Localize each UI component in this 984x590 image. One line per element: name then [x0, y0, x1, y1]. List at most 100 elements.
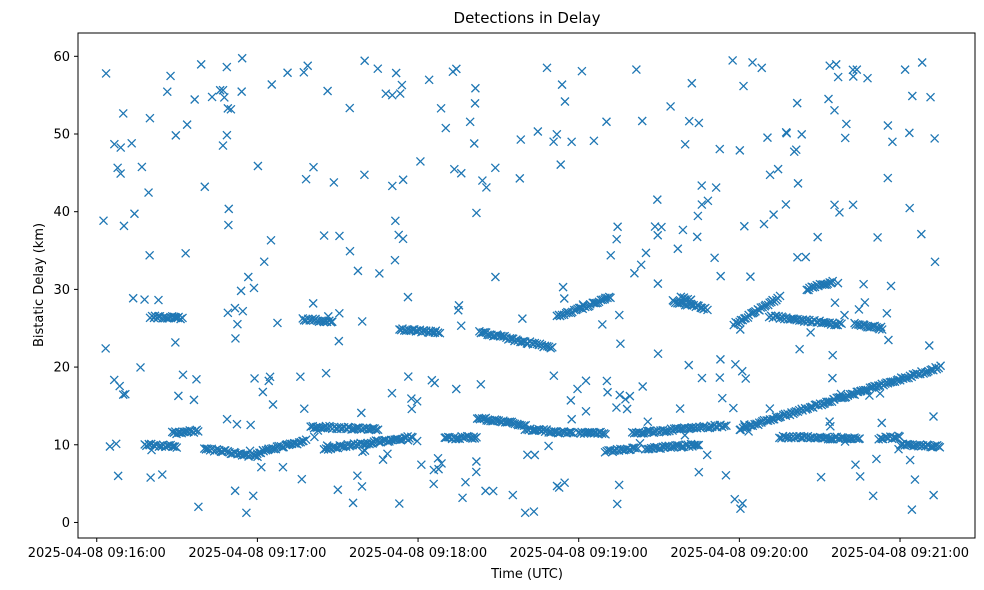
data-point — [859, 279, 869, 289]
data-point — [458, 493, 467, 503]
data-point — [848, 72, 858, 81]
data-point — [559, 294, 569, 303]
data-point — [797, 129, 807, 139]
data-point — [935, 442, 945, 452]
data-point — [929, 490, 939, 500]
data-point — [827, 373, 837, 383]
data-point — [759, 219, 769, 229]
data-point — [907, 91, 917, 101]
data-point — [140, 295, 150, 305]
data-point — [157, 470, 167, 480]
y-tick-label: 50 — [53, 128, 70, 143]
data-point — [716, 271, 726, 281]
data-point — [730, 359, 740, 369]
data-point — [189, 395, 199, 405]
data-point — [224, 204, 234, 214]
data-point — [556, 427, 566, 437]
data-point — [154, 295, 163, 305]
data-point — [614, 310, 624, 320]
data-point — [775, 291, 785, 301]
x-tick-label: 2025-04-08 09:21:00 — [831, 546, 969, 561]
data-point — [702, 450, 712, 460]
data-point — [119, 221, 129, 231]
data-point — [697, 181, 707, 191]
data-point — [697, 373, 707, 383]
data-point — [564, 308, 574, 318]
data-point — [515, 173, 525, 183]
data-point — [101, 68, 111, 78]
data-point — [109, 139, 119, 149]
data-point — [356, 408, 366, 418]
data-point — [266, 235, 276, 245]
data-point — [105, 442, 115, 451]
data-point — [99, 216, 108, 226]
data-point — [630, 443, 640, 453]
data-point — [789, 147, 799, 157]
data-point — [805, 402, 815, 412]
data-point — [887, 137, 897, 147]
data-point — [829, 320, 839, 330]
data-point — [278, 462, 288, 472]
data-point — [765, 170, 775, 180]
data-point — [529, 507, 539, 517]
data-point — [825, 434, 835, 444]
data-point — [916, 229, 926, 239]
data-point — [851, 320, 861, 330]
data-point — [692, 440, 702, 450]
data-point — [223, 308, 233, 318]
data-point — [851, 460, 860, 470]
y-tick-label: 10 — [53, 438, 70, 453]
data-point — [915, 369, 925, 379]
data-point — [680, 139, 690, 149]
data-point — [757, 63, 767, 73]
data-point — [848, 65, 858, 75]
data-point — [851, 434, 861, 444]
data-point — [746, 309, 756, 318]
data-point — [374, 268, 384, 278]
data-point — [238, 306, 248, 316]
data-point — [765, 404, 775, 414]
data-point — [533, 127, 543, 136]
data-point — [230, 303, 240, 313]
data-point — [387, 181, 397, 191]
data-point — [101, 343, 111, 353]
data-point — [567, 137, 577, 147]
data-point — [633, 444, 643, 454]
data-point — [218, 141, 228, 151]
data-point — [565, 427, 575, 437]
data-point — [926, 92, 935, 102]
data-point — [248, 491, 258, 501]
data-point — [868, 491, 878, 501]
data-point — [353, 266, 363, 276]
data-point — [517, 421, 527, 430]
data-point — [373, 64, 383, 74]
data-point — [739, 221, 749, 231]
x-tick-label: 2025-04-08 09:19:00 — [510, 546, 648, 561]
data-point — [637, 428, 647, 438]
data-point — [378, 455, 388, 465]
data-point — [453, 305, 463, 315]
data-point — [436, 103, 446, 113]
data-point — [602, 117, 611, 127]
data-point — [309, 423, 319, 433]
data-point — [517, 314, 527, 324]
data-point — [828, 276, 838, 286]
data-point — [615, 390, 625, 400]
data-point — [333, 485, 343, 495]
data-point — [596, 295, 606, 305]
data-point — [403, 372, 413, 382]
data-point — [886, 281, 896, 291]
data-point — [226, 104, 236, 114]
data-point — [653, 349, 663, 359]
x-axis-ticks: 2025-04-08 09:16:00 2025-04-08 09:17:00 20… — [28, 538, 969, 561]
data-point — [222, 414, 232, 424]
data-point — [853, 387, 863, 397]
data-point — [841, 119, 851, 129]
data-point — [477, 176, 487, 186]
data-point — [309, 432, 319, 442]
data-point — [230, 334, 240, 343]
data-point — [883, 121, 893, 130]
data-point — [924, 341, 934, 350]
data-point — [345, 103, 355, 113]
data-point — [516, 135, 526, 145]
